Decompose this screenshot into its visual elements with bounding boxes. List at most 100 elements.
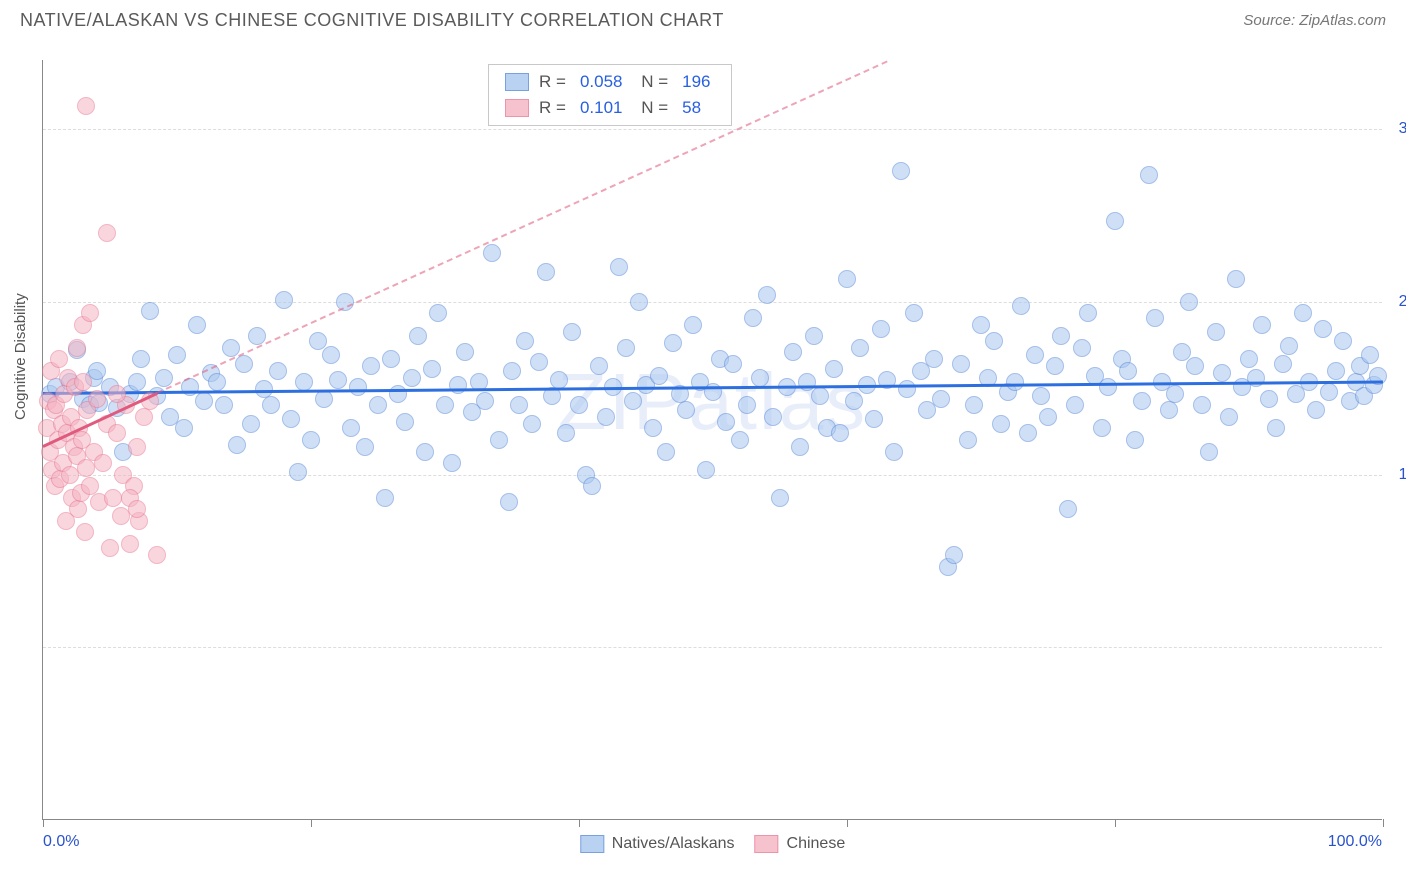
data-point-natives [282, 410, 300, 428]
data-point-natives [557, 424, 575, 442]
legend-swatch-chinese [755, 835, 779, 853]
data-point-natives [369, 396, 387, 414]
data-point-natives [1294, 304, 1312, 322]
x-tick [847, 819, 848, 827]
data-point-natives [376, 489, 394, 507]
data-point-natives [932, 390, 950, 408]
y-tick-label: 30.0% [1399, 120, 1406, 138]
data-point-natives [697, 461, 715, 479]
data-point-natives [1059, 500, 1077, 518]
stat-r-value: 0.058 [576, 72, 627, 92]
data-point-chinese [77, 97, 95, 115]
data-point-natives [1026, 346, 1044, 364]
data-point-natives [657, 443, 675, 461]
data-point-natives [617, 339, 635, 357]
data-point-natives [764, 408, 782, 426]
data-point-natives [677, 401, 695, 419]
data-point-natives [322, 346, 340, 364]
stat-n-label: N = [636, 98, 668, 118]
x-tick [1115, 819, 1116, 827]
data-point-natives [1213, 364, 1231, 382]
data-point-natives [717, 413, 735, 431]
data-point-natives [1186, 357, 1204, 375]
data-point-natives [738, 396, 756, 414]
data-point-natives [845, 392, 863, 410]
data-point-natives [382, 350, 400, 368]
data-point-natives [1267, 419, 1285, 437]
data-point-natives [1207, 323, 1225, 341]
data-point-natives [155, 369, 173, 387]
data-point-natives [865, 410, 883, 428]
data-point-natives [597, 408, 615, 426]
data-point-natives [523, 415, 541, 433]
data-point-natives [650, 367, 668, 385]
data-point-natives [684, 316, 702, 334]
data-point-natives [1052, 327, 1070, 345]
data-point-natives [262, 396, 280, 414]
stat-n-value: 196 [678, 72, 714, 92]
data-point-natives [329, 371, 347, 389]
data-point-natives [825, 360, 843, 378]
y-axis-label: Cognitive Disability [12, 293, 29, 420]
data-point-natives [168, 346, 186, 364]
legend-swatch-natives [580, 835, 604, 853]
stats-row-chinese: R =0.101 N =58 [489, 95, 731, 121]
data-point-natives [188, 316, 206, 334]
data-point-natives [356, 438, 374, 456]
data-point-chinese [98, 224, 116, 242]
data-point-natives [550, 371, 568, 389]
data-point-chinese [81, 477, 99, 495]
data-point-natives [1119, 362, 1137, 380]
data-point-natives [228, 436, 246, 454]
data-point-natives [195, 392, 213, 410]
data-point-natives [965, 396, 983, 414]
data-point-chinese [108, 385, 126, 403]
data-point-natives [771, 489, 789, 507]
data-point-natives [724, 355, 742, 373]
stat-n-label: N = [636, 72, 668, 92]
data-point-natives [985, 332, 1003, 350]
legend-item-natives: Natives/Alaskans [580, 835, 735, 853]
data-point-natives [1106, 212, 1124, 230]
data-point-natives [476, 392, 494, 410]
x-tick [579, 819, 580, 827]
stat-r-label: R = [539, 72, 566, 92]
legend-swatch-natives [505, 73, 529, 91]
data-point-natives [409, 327, 427, 345]
data-point-chinese [128, 438, 146, 456]
legend-swatch-chinese [505, 99, 529, 117]
y-tick-label: 15.0% [1399, 466, 1406, 484]
data-point-natives [784, 343, 802, 361]
data-point-natives [302, 431, 320, 449]
data-point-natives [731, 431, 749, 449]
data-point-natives [128, 373, 146, 391]
data-point-natives [1334, 332, 1352, 350]
data-point-natives [1260, 390, 1278, 408]
data-point-natives [1146, 309, 1164, 327]
data-point-natives [885, 443, 903, 461]
data-point-natives [510, 396, 528, 414]
source-attribution: Source: ZipAtlas.com [1243, 12, 1386, 29]
data-point-natives [1320, 383, 1338, 401]
data-point-natives [503, 362, 521, 380]
data-point-natives [1160, 401, 1178, 419]
data-point-natives [483, 244, 501, 262]
data-point-natives [429, 304, 447, 322]
data-point-natives [644, 419, 662, 437]
data-point-natives [1280, 337, 1298, 355]
data-point-natives [959, 431, 977, 449]
data-point-natives [630, 293, 648, 311]
data-point-natives [215, 396, 233, 414]
data-point-chinese [77, 459, 95, 477]
data-point-natives [838, 270, 856, 288]
data-point-natives [952, 355, 970, 373]
data-point-chinese [76, 523, 94, 541]
data-point-natives [851, 339, 869, 357]
data-point-natives [1133, 392, 1151, 410]
data-point-natives [1073, 339, 1091, 357]
data-point-chinese [128, 500, 146, 518]
data-point-natives [175, 419, 193, 437]
chart-title: NATIVE/ALASKAN VS CHINESE COGNITIVE DISA… [20, 10, 724, 31]
data-point-natives [490, 431, 508, 449]
scatter-chart: ZIPatlas R =0.058 N =196R =0.101 N =58 N… [42, 60, 1382, 820]
